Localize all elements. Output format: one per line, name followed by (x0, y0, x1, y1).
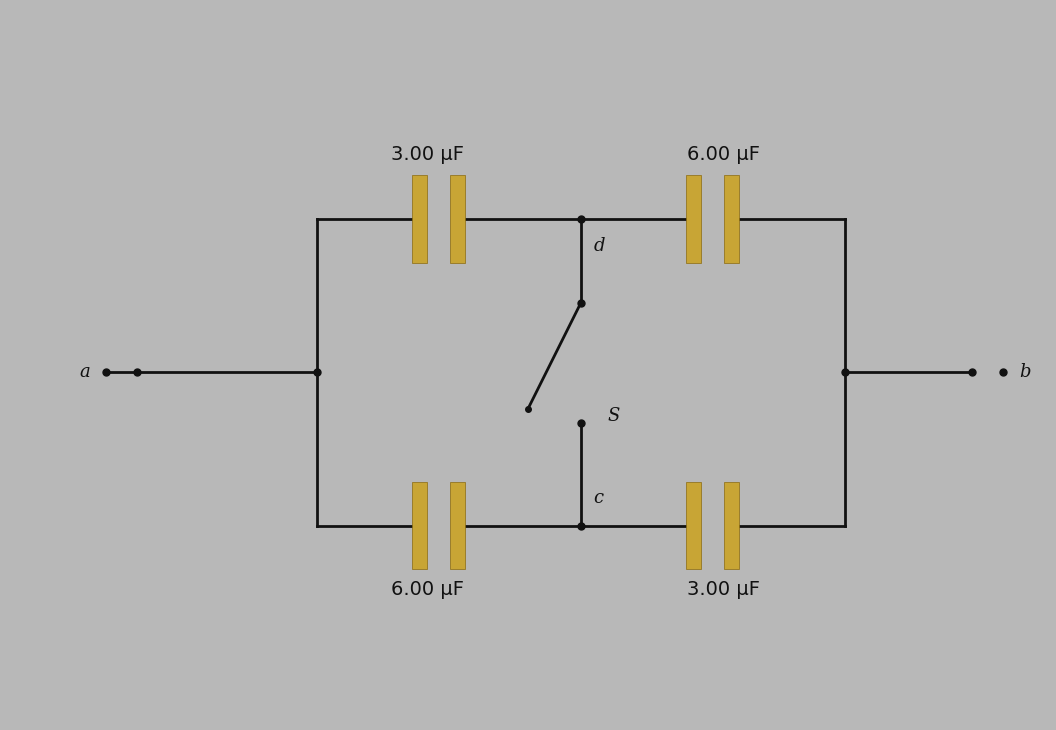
Bar (686, 175, 701, 263)
Text: c: c (593, 489, 604, 507)
Text: d: d (593, 237, 605, 255)
Text: 3.00 μF: 3.00 μF (686, 580, 760, 599)
Text: b: b (1019, 364, 1031, 381)
Bar (686, 482, 701, 569)
Bar (412, 482, 427, 569)
Text: S: S (607, 407, 620, 425)
Bar (450, 175, 465, 263)
Text: 3.00 μF: 3.00 μF (391, 145, 465, 164)
Text: 6.00 μF: 6.00 μF (391, 580, 465, 599)
Bar (724, 482, 739, 569)
Text: a: a (79, 364, 90, 381)
Bar (450, 482, 465, 569)
Bar (724, 175, 739, 263)
Bar (412, 175, 427, 263)
Text: 6.00 μF: 6.00 μF (686, 145, 760, 164)
